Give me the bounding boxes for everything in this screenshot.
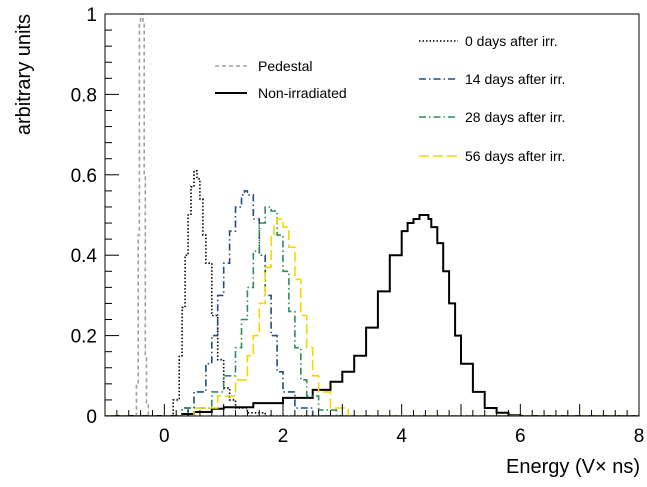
y-tick-label: 0.6 bbox=[71, 166, 97, 187]
y-tick-label: 1 bbox=[86, 5, 97, 26]
legend-label-3: 14 days after irr. bbox=[465, 71, 565, 87]
y-tick-label: 0.2 bbox=[71, 327, 97, 348]
plot-frame bbox=[104, 13, 640, 417]
x-tick-label: 8 bbox=[634, 426, 645, 447]
x-tick-label: 0 bbox=[159, 426, 170, 447]
legend-label-5: 56 days after irr. bbox=[465, 148, 565, 164]
y-axis-title: arbitrary units bbox=[13, 14, 35, 135]
legend: Pedestal Non-irradiated 0 days after irr. 1… bbox=[215, 33, 565, 164]
x-tick-label: 4 bbox=[396, 426, 407, 447]
series-line-4 bbox=[105, 206, 639, 416]
y-tick-label: 0.4 bbox=[71, 246, 98, 267]
x-axis-title: Energy (V× ns) bbox=[506, 456, 640, 478]
legend-label-4: 28 days after irr. bbox=[465, 109, 565, 125]
y-tick-label: 0.8 bbox=[71, 85, 97, 106]
x-tick-label: 2 bbox=[278, 426, 289, 447]
series-line-1 bbox=[105, 214, 639, 416]
legend-label-0: Pedestal bbox=[258, 58, 312, 74]
series-line-3 bbox=[105, 190, 639, 416]
y-tick-label: 0 bbox=[86, 407, 97, 428]
x-tick-label: 6 bbox=[515, 426, 526, 447]
plot-area bbox=[105, 14, 639, 416]
legend-label-2: 0 days after irr. bbox=[465, 33, 558, 49]
series-line-5 bbox=[105, 218, 639, 416]
series-line-2 bbox=[105, 170, 639, 416]
legend-label-1: Non-irradiated bbox=[258, 85, 347, 101]
axes: 0 2 4 6 8 0 0.2 0.4 0.6 0.8 1 bbox=[71, 5, 645, 447]
